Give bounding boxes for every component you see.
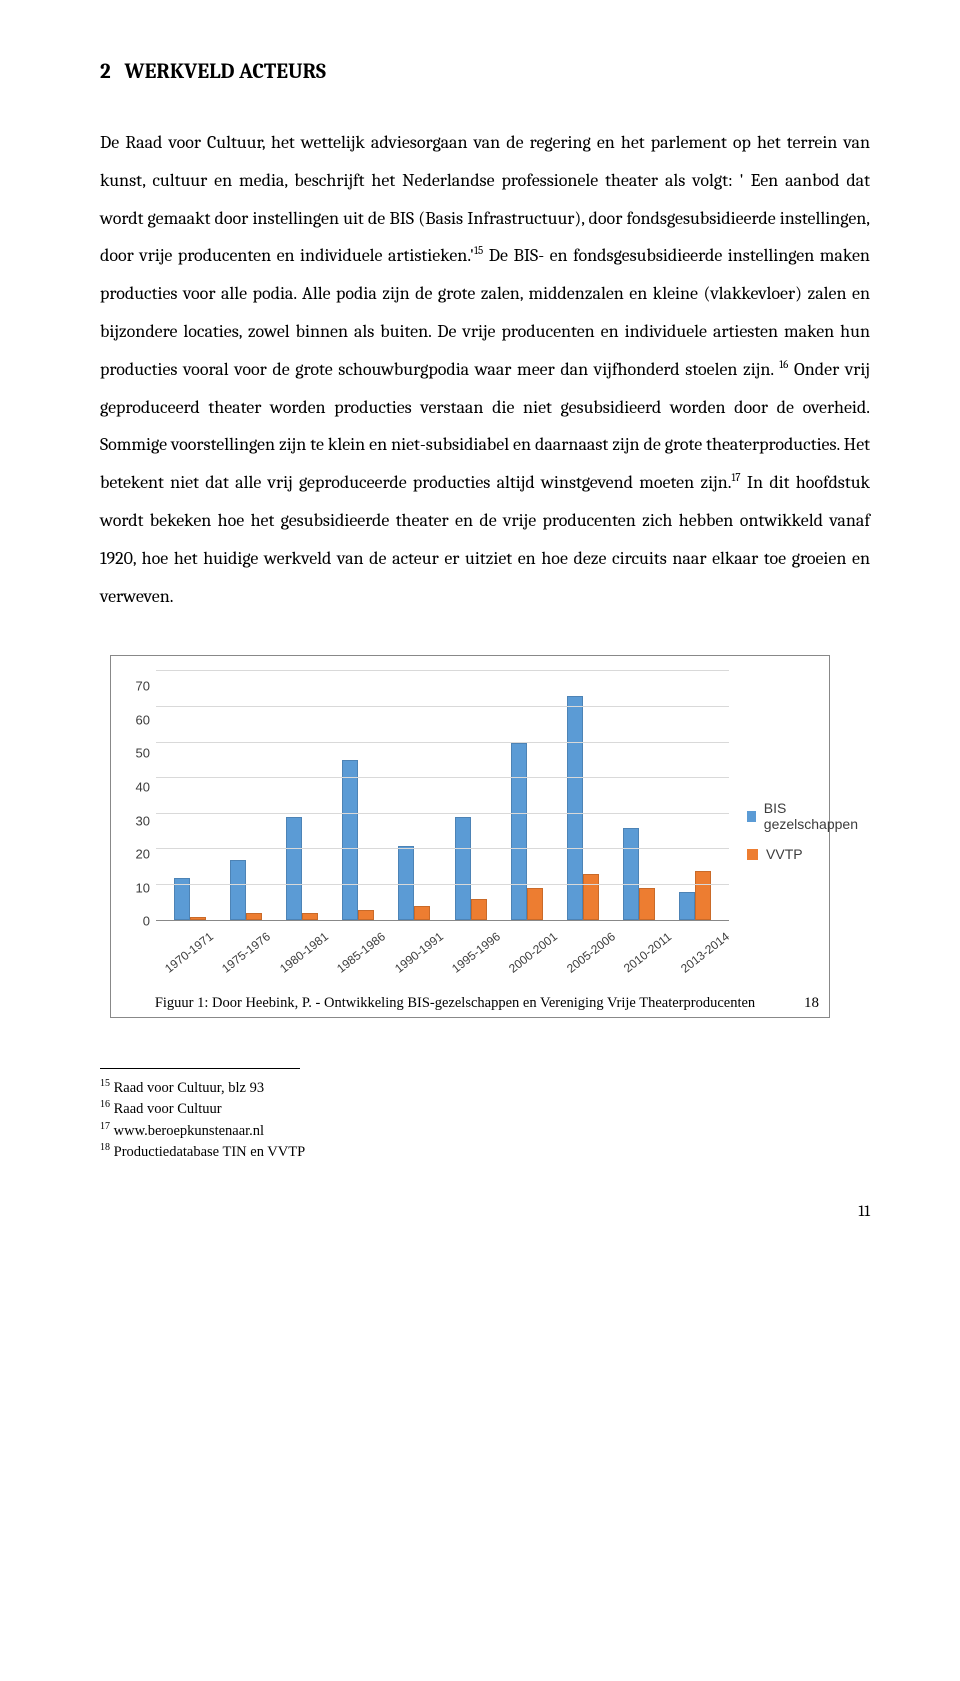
y-tick-label: 0 [143,914,150,929]
footnotes: 15 Raad voor Cultuur, blz 93 16 Raad voo… [100,1077,870,1162]
bar-series1 [679,892,695,920]
footnote-ref-15: 15 [474,244,483,257]
legend-item-vvtp: VVTP [747,846,860,862]
bar-series1 [455,817,471,920]
y-tick-label: 40 [136,780,150,795]
x-tick-label: 1975-1976 [219,930,273,976]
bar-series2 [246,913,262,920]
y-tick-label: 50 [136,746,150,761]
heading-number: 2 [100,60,111,84]
page-number: 11 [100,1202,870,1220]
gridline [156,742,729,743]
y-tick-label: 20 [136,847,150,862]
x-tick-label: 1985-1986 [334,930,388,976]
x-tick-label: 2010-2011 [621,930,674,976]
legend-label-vvtp: VVTP [766,846,803,862]
legend-swatch-vvtp [747,849,758,860]
caption-footnote-ref: 18 [789,995,819,1012]
x-tick-label: 1970-1971 [162,930,216,976]
legend-swatch-bis [747,811,756,822]
x-tick-label: 1980-1981 [277,930,331,976]
gridline [156,884,729,885]
body-paragraph: De Raad voor Cultuur, het wettelijk advi… [100,124,870,615]
bar-series2 [471,899,487,920]
chart-legend: BIS gezelschappen VVTP [729,671,860,991]
bar-series2 [302,913,318,920]
footnote-16: 16 Raad voor Cultuur [100,1098,870,1119]
bar-series1 [511,743,527,921]
caption-text: Figuur 1: Door Heebink, P. - Ontwikkelin… [121,995,789,1012]
chart-plot-area [156,671,729,921]
chart-caption: Figuur 1: Door Heebink, P. - Ontwikkelin… [121,995,819,1012]
x-tick-label: 2013-2014 [678,930,732,976]
bar-series2 [414,906,430,920]
bar-chart: 70 60 50 40 30 20 10 0 1970-19711975-19761980-1… [110,655,830,1018]
y-tick-label: 30 [136,813,150,828]
bar-series2 [527,888,543,920]
x-tick-label: 2000-2001 [506,930,560,976]
x-tick-label: 1995-1996 [449,930,503,976]
bar-series1 [286,817,302,920]
gridline [156,706,729,707]
gridline [156,813,729,814]
bar-series1 [342,760,358,920]
bar-series2 [190,917,206,921]
gridline [156,670,729,671]
footnote-17: 17 www.beroepkunstenaar.nl [100,1120,870,1141]
footnote-ref-16: 16 [779,358,788,371]
y-tick-label: 70 [136,679,150,694]
gridline [156,777,729,778]
chart-x-axis: 1970-19711975-19761980-19811985-19861990… [121,921,729,991]
legend-label-bis: BIS gezelschappen [764,800,860,832]
footnote-15: 15 Raad voor Cultuur, blz 93 [100,1077,870,1098]
bar-series1 [623,828,639,920]
x-tick-label: 1990-1991 [392,930,446,976]
y-tick-label: 60 [136,712,150,727]
chart-y-axis: 706050403020100 [121,671,156,921]
legend-item-bis: BIS gezelschappen [747,800,860,832]
footnote-separator [100,1068,300,1069]
bar-series2 [695,871,711,921]
footnote-ref-17: 17 [731,471,740,484]
bar-series1 [567,696,583,920]
x-tick-label: 2005-2006 [564,930,618,976]
bar-series1 [230,860,246,920]
bar-series2 [639,888,655,920]
bar-series2 [358,910,374,921]
section-heading: 2 WERKVELD ACTEURS [100,60,870,84]
bar-series2 [583,874,599,920]
footnote-18: 18 Productiedatabase TIN en VVTP [100,1141,870,1162]
heading-title: WERKVELD ACTEURS [125,60,326,84]
y-tick-label: 10 [136,880,150,895]
gridline [156,848,729,849]
